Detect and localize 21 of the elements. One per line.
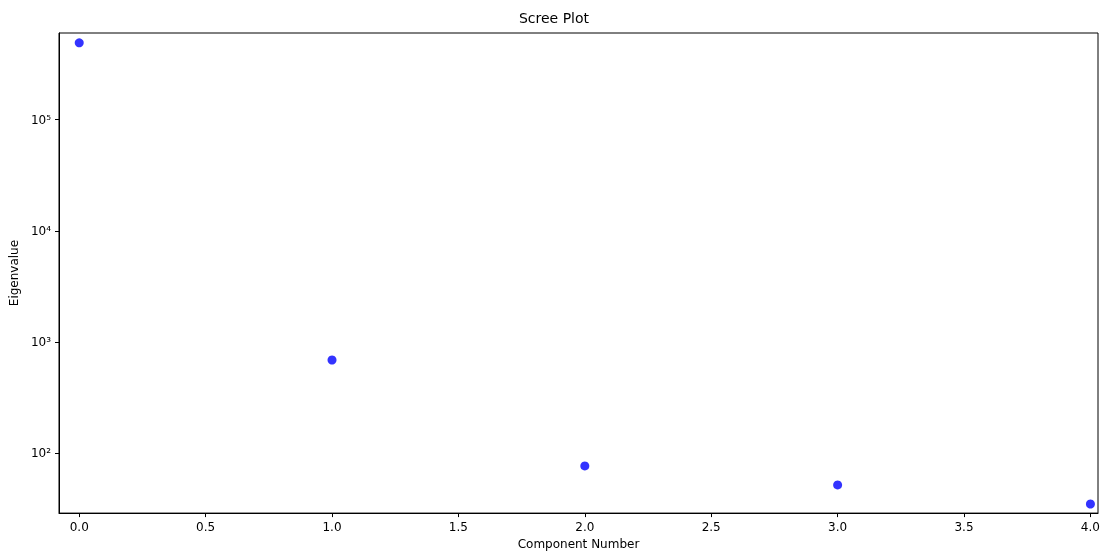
point bbox=[833, 480, 843, 490]
x-tick-label: 0.5 bbox=[196, 520, 216, 535]
y-tick-label: 10² bbox=[30, 446, 52, 461]
point bbox=[1085, 499, 1095, 509]
y-tick-label: 10⁵ bbox=[30, 112, 52, 127]
x-tick-label: 1.5 bbox=[448, 520, 468, 535]
x-axis-title: Component Number bbox=[517, 537, 640, 551]
x-tick-label: 1.0 bbox=[322, 520, 342, 535]
x-tick-label: 0.0 bbox=[69, 520, 89, 535]
y-axis-title: Eigenvalue bbox=[7, 239, 22, 307]
point bbox=[74, 38, 84, 48]
y-tick-label: 10³ bbox=[30, 335, 52, 350]
chart-title: Scree Plot bbox=[518, 10, 590, 26]
x-tick-label: 3.5 bbox=[954, 520, 974, 535]
x-tick-label: 4.0 bbox=[1080, 520, 1100, 535]
point bbox=[327, 355, 337, 365]
x-tick-label: 2.0 bbox=[575, 520, 595, 535]
point bbox=[580, 461, 590, 471]
x-tick-label: 2.5 bbox=[701, 520, 721, 535]
y-tick-label: 10⁴ bbox=[30, 223, 52, 238]
x-tick-label: 3.0 bbox=[828, 520, 848, 535]
